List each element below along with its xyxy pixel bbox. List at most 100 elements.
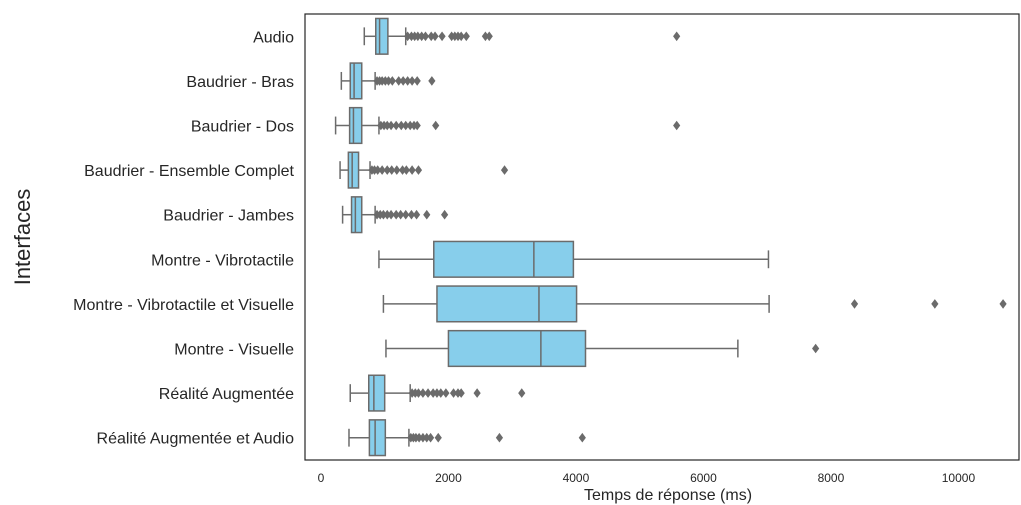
outlier-point [397,209,405,220]
outlier-point [434,432,442,443]
outlier-point [578,432,586,443]
outlier-point [433,388,441,398]
y-axis-title: Interfaces [10,189,35,286]
box-iqr [368,374,386,412]
outlier-point [432,120,440,131]
category-label: Baudrier - Jambes [163,208,294,225]
outlier-point [423,209,431,220]
outlier-point [374,165,382,175]
outlier-point [407,209,416,220]
box-group [341,196,449,234]
box-iqr [350,196,363,234]
outlier-point [673,31,681,42]
outlier-point [428,76,436,86]
outlier-point [931,299,939,309]
x-tick-label: 2000 [435,471,462,485]
outlier-point [418,31,426,42]
x-tick-label: 0 [318,471,325,485]
box-iqr [347,151,360,189]
outlier-point [378,165,386,175]
outlier-point [397,120,405,131]
outlier-point [398,165,407,175]
outlier-point [485,31,493,42]
outlier-point [406,120,414,131]
box-group [339,151,509,189]
outlier-point [379,209,388,220]
x-tick-label: 10000 [942,471,976,485]
x-tick-label: 4000 [563,471,590,485]
outlier-point [431,31,439,42]
category-label: Baudrier - Dos [191,119,294,136]
x-axis-ticks: 0 2000 4000 6000 8000 10000 [318,471,976,485]
box-iqr [348,106,363,145]
outlier-point [402,120,410,131]
box-group [348,419,586,457]
box-group [349,374,526,412]
category-label: Réalité Augmentée [159,386,294,403]
outlier-point [457,388,465,398]
box-iqr [368,419,387,457]
outlier-point [388,76,396,86]
outlier-point [473,388,481,398]
outlier-point [413,76,421,86]
category-label: Montre - Visuelle [174,342,294,359]
outlier-point [384,76,393,86]
category-label: Réalité Augmentée et Audio [97,431,295,448]
outlier-point [518,388,526,398]
category-label: Baudrier - Bras [186,74,294,91]
outlier-point [393,165,401,175]
outlier-point [437,388,445,398]
plot-area [304,13,1020,461]
outlier-point [414,31,422,42]
outlier-point [426,432,435,443]
outlier-point [850,299,859,309]
outlier-point [423,432,431,443]
category-label: Baudrier - Ensemble Complet [84,163,294,180]
category-label: Audio [253,29,294,46]
outlier-point [387,120,395,131]
outlier-point [404,76,412,86]
box-iqr [349,62,363,100]
outlier-point [392,209,400,220]
box-group [382,285,1007,323]
outlier-point [481,31,490,42]
outlier-point [383,120,391,131]
x-axis-title: Temps de réponse (ms) [584,487,752,504]
outlier-point [402,209,410,220]
outlier-point [421,31,430,42]
outlier-point [392,120,400,131]
outlier-point [500,165,509,175]
outlier-point [415,432,423,443]
outlier-point [408,76,416,86]
outlier-point [383,209,391,220]
category-label: Montre - Vibrotactile [151,252,294,269]
outlier-point [812,343,820,354]
chart-marks [334,17,1007,457]
outlier-point [399,76,407,86]
outlier-point [424,388,432,398]
outlier-point [413,120,421,131]
box-iqr [375,17,389,55]
outlier-point [449,388,458,398]
x-tick-label: 6000 [690,471,717,485]
outlier-point [419,432,427,443]
outlier-point [673,120,681,131]
outlier-point [462,31,470,42]
category-labels: Audio Baudrier - Bras Baudrier - Dos Baudri… [73,29,294,447]
x-tick-label: 8000 [818,471,845,485]
outlier-point [414,388,423,398]
box-iqr [436,285,578,323]
box-group [363,17,681,55]
outlier-point [457,31,465,42]
box-group [340,62,436,100]
outlier-point [387,209,395,220]
box-iqr [447,329,587,368]
outlier-point [441,209,449,220]
outlier-point [442,388,450,398]
outlier-point [412,209,421,220]
outlier-point [402,165,410,175]
outlier-point [408,165,416,175]
outlier-point [404,31,412,42]
outlier-point [495,432,504,443]
